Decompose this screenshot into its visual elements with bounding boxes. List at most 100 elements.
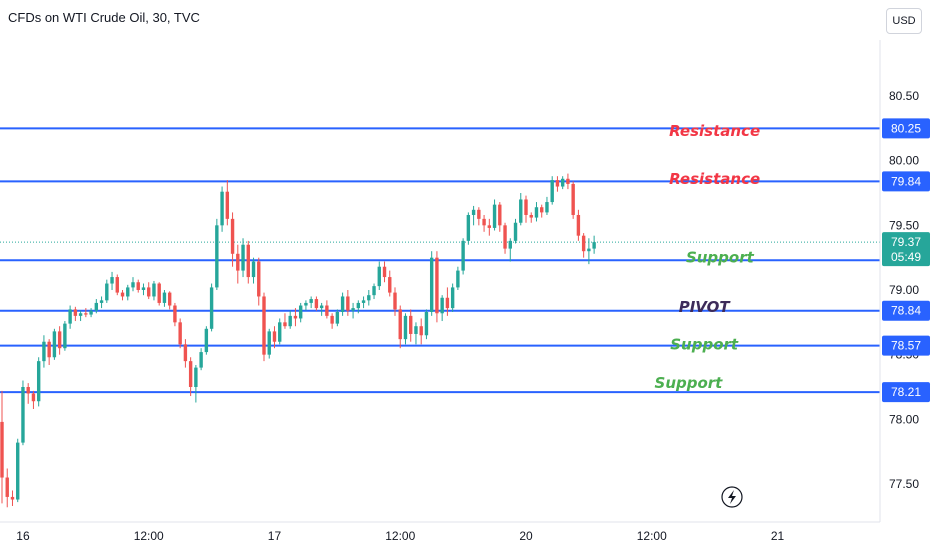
candle-body [293,315,298,319]
annotation-support: Support [670,335,739,353]
candle-body [309,299,313,303]
candle-body [183,344,188,362]
candle-body [230,218,235,254]
candle-body [209,287,214,329]
candle-body [592,242,596,249]
candle-body [105,283,109,301]
time-tick-label: 12:00 [385,529,415,543]
candle-body [246,244,250,278]
candle-body [220,191,224,226]
candle-body [283,322,287,327]
candle-body [492,204,497,228]
candle-body [0,421,4,478]
candle-body [162,292,167,303]
annotation-support: Support [655,374,724,392]
candle-body [325,305,329,316]
candle-body [581,235,586,252]
candle-body [68,309,72,324]
price-tick-label: 79.50 [889,218,919,232]
candle-body [173,305,177,323]
annotation-support: Support [686,249,755,267]
price-tick-label: 80.50 [889,89,919,103]
price-tick-label: 77.50 [889,477,919,491]
level-price-label: 78.57 [891,339,921,353]
candle-body [94,302,99,311]
candle-body [272,331,277,342]
candle-body [503,225,507,249]
candle-body [576,214,581,236]
time-tick-label: 12:00 [134,529,164,543]
candle-body [63,323,67,349]
candle-body [21,387,25,443]
candle-body [141,287,146,290]
time-tick-label: 20 [519,529,533,543]
currency-button[interactable]: USD [886,8,922,34]
candle-body [147,287,151,297]
candle-body [304,302,308,306]
candle-body [10,496,15,500]
candle-body [571,183,575,215]
candle-body [89,310,93,315]
annotation-resistance: Resistance [669,170,760,188]
time-tick-label: 12:00 [637,529,667,543]
candle-body [314,299,319,309]
candle-body [445,297,450,309]
candle-body [136,282,140,290]
candle-body [167,292,172,306]
countdown-label: 05:49 [891,250,921,264]
candle-body [435,257,439,314]
time-axis-bg [0,522,880,550]
lightning-icon[interactable] [721,486,743,508]
candle-body [372,286,376,296]
level-lines [0,127,880,394]
candle-body [477,209,481,219]
candle-body [508,240,512,249]
candle-body [120,292,125,297]
price-tick-label: 80.00 [889,154,919,168]
candle-body [319,305,324,309]
level-price-label: 78.84 [891,304,921,318]
candle-body [236,253,240,271]
time-tick-label: 16 [16,529,30,543]
candle-body [524,199,528,215]
annotation-pivot: PIVOT [679,298,732,316]
candle-body [482,218,486,226]
candle-body [99,300,104,303]
candle-body [257,261,261,297]
candle-body [513,222,518,241]
candle-body [115,277,119,293]
candle-body [367,295,371,301]
candle-body [84,313,88,315]
candle-body [519,199,523,223]
candle-body [31,393,36,402]
level-price-box [882,171,930,192]
candle-body [335,311,340,324]
time-tick-label: 17 [268,529,282,543]
candle-body [487,225,492,228]
candle-body [545,202,549,213]
candle-body [241,244,245,271]
candle-body [267,331,271,355]
current-price-label: 79.37 [891,235,921,249]
candle-body [529,214,533,218]
candle-body [188,361,193,387]
candle-body [199,352,203,368]
level-price-label: 80.25 [891,121,921,135]
candle-body [262,296,266,355]
candle-body [157,283,161,303]
candle-body [288,315,292,327]
candle-body [377,266,381,287]
candle-body [346,296,350,311]
candles [0,173,596,508]
level-price-box [882,118,930,139]
candle-body [298,305,303,319]
time-axis[interactable]: 16 12:00 17 12:00 20 12:00 21 [0,521,880,550]
candle-body [498,204,502,226]
candle-body [587,248,591,252]
level-price-box [882,300,930,321]
candle-body [393,292,397,310]
